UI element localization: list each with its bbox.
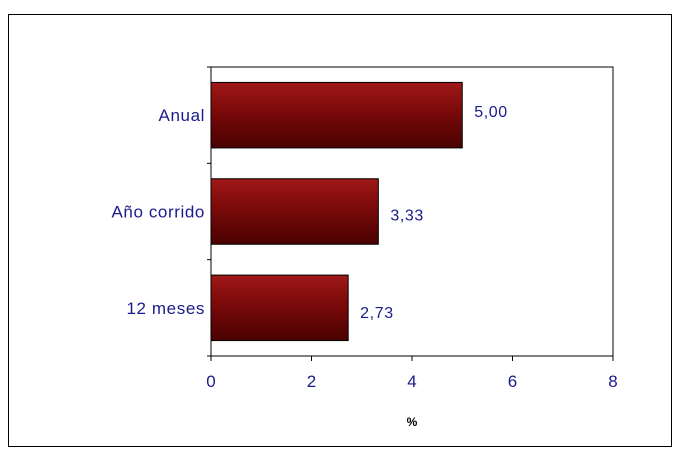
category-label-1: Año corrido [111,203,205,222]
value-label-2: 2,73 [360,305,394,322]
category-label-0: Anual [159,106,205,125]
x-tick-label-4: 8 [608,372,617,391]
bar-1 [210,178,379,245]
x-tick-label-3: 6 [508,372,517,391]
value-label-0: 5,00 [474,104,508,121]
bar-2 [210,274,349,342]
x-axis-title: % [407,415,418,429]
category-label-2: 12 meses [126,299,205,318]
x-tick-label-0: 0 [206,372,215,391]
bar-0 [210,81,463,149]
x-tick-label-2: 4 [407,372,416,391]
value-label-1: 3,33 [390,208,424,225]
x-tick-label-1: 2 [307,372,316,391]
